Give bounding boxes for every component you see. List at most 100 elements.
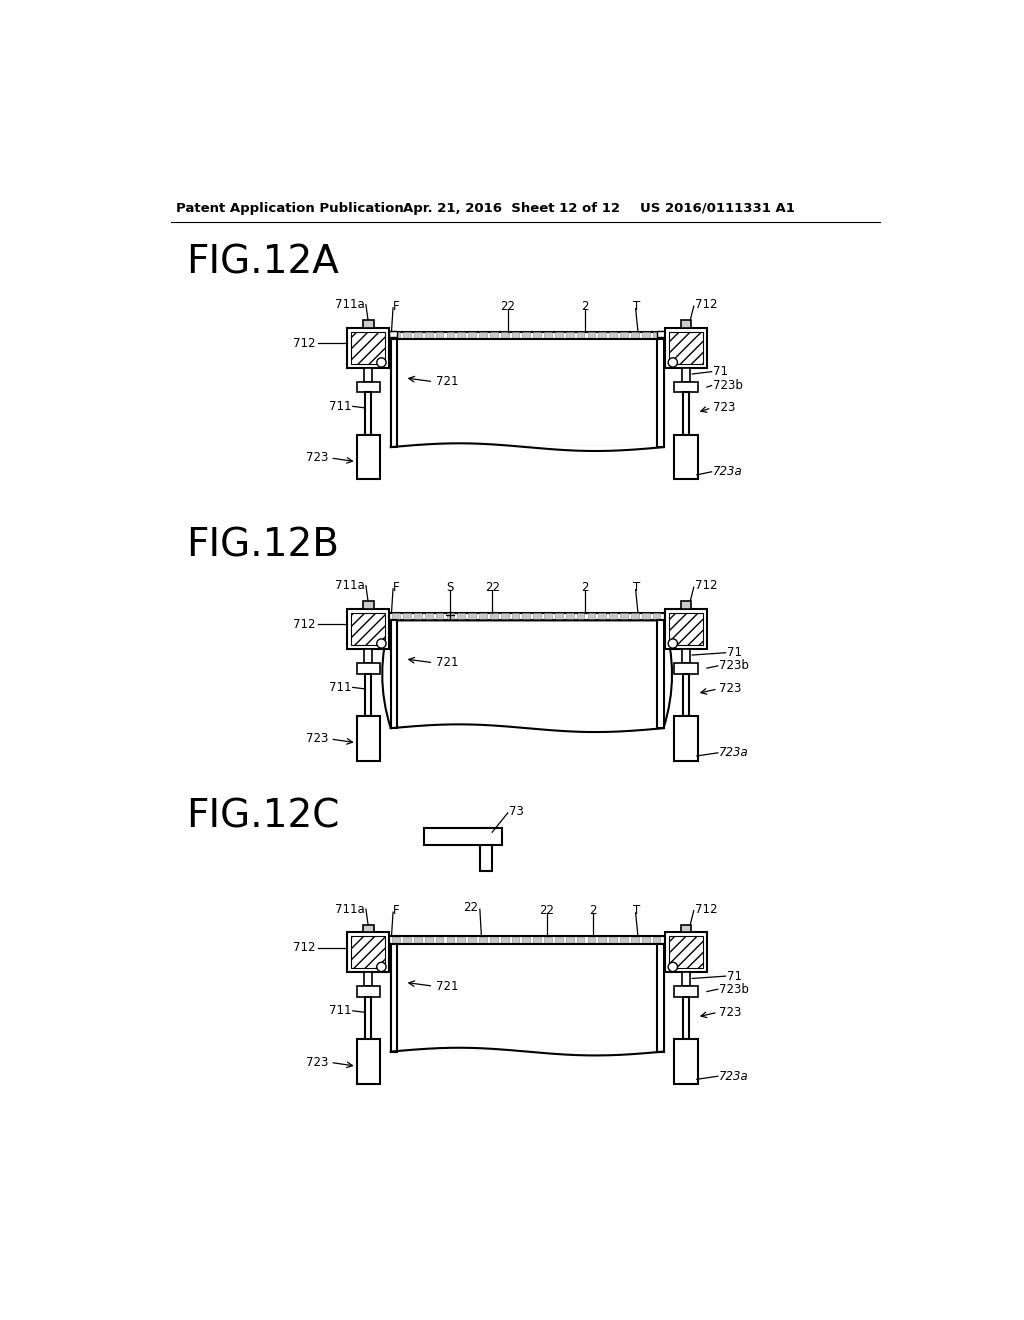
Bar [356,1039,380,1084]
Text: 723: 723 [305,733,328,746]
Bar [347,609,389,649]
Circle shape [377,639,386,648]
Bar [501,937,509,942]
Bar [657,620,664,729]
Bar [458,333,465,339]
Bar [675,434,697,479]
Bar [665,327,707,368]
Text: T: T [633,904,641,917]
Bar [675,663,697,673]
Bar [392,937,400,942]
Text: US 2016/0111331 A1: US 2016/0111331 A1 [640,202,795,215]
Bar [621,937,628,942]
Text: T: T [633,300,641,313]
Bar [391,339,664,447]
Bar [512,333,519,339]
Bar [425,937,432,942]
Text: 22: 22 [539,904,554,917]
Bar [347,327,389,368]
Bar [683,673,689,715]
Bar [588,614,595,619]
Text: 711: 711 [329,1005,351,1018]
Bar [356,434,380,479]
Bar [512,937,519,942]
Bar [366,997,372,1039]
Bar [598,937,606,942]
Bar [414,614,422,619]
Text: 723a: 723a [719,746,750,759]
Text: 721: 721 [435,979,458,993]
Bar [458,937,465,942]
Bar [522,333,530,339]
Bar [577,937,585,942]
Bar [479,937,486,942]
Bar [669,331,703,364]
Bar [609,333,617,339]
Bar [446,937,455,942]
Bar [391,944,664,1052]
Bar [681,924,691,932]
Bar [609,614,617,619]
Bar [522,937,530,942]
Bar [555,333,563,339]
Bar [522,614,530,619]
Bar [621,333,628,339]
Circle shape [669,962,678,972]
Text: Patent Application Publication: Patent Application Publication [176,202,403,215]
Bar [588,333,595,339]
Bar [392,614,400,619]
Bar [435,333,443,339]
Text: 723b: 723b [713,379,743,392]
Bar [347,932,389,973]
Bar [652,937,660,942]
Bar [403,614,411,619]
Text: 711a: 711a [335,298,365,312]
Text: T: T [633,581,641,594]
Bar [351,612,385,645]
Bar [389,331,397,337]
Bar [652,614,660,619]
Bar [642,333,649,339]
Text: 2: 2 [582,581,589,594]
Text: 723b: 723b [719,982,750,995]
Bar [389,936,665,944]
Bar [351,331,385,364]
Text: 712: 712 [293,618,315,631]
Text: 721: 721 [435,656,458,669]
PathPatch shape [382,620,672,729]
Text: 723: 723 [719,1006,741,1019]
Text: 22: 22 [463,902,478,915]
Bar [356,381,380,392]
Bar [351,936,385,969]
Circle shape [377,358,386,367]
Bar [669,612,703,645]
Circle shape [669,639,678,648]
Bar [356,986,380,997]
Bar [598,614,606,619]
Bar [389,331,665,339]
Bar [389,612,665,620]
Text: 723b: 723b [719,659,750,672]
Bar [501,333,509,339]
Bar [403,937,411,942]
Text: 712: 712 [695,903,718,916]
Bar [665,932,707,973]
Text: S: S [445,581,454,594]
Text: FIG.12A: FIG.12A [186,243,339,281]
Bar [403,333,411,339]
Circle shape [377,962,386,972]
Bar [544,614,552,619]
Text: 711: 711 [329,400,351,413]
Text: F: F [393,904,399,917]
Bar [489,333,498,339]
Bar [675,986,697,997]
Bar [657,944,664,1052]
Bar [631,937,639,942]
Bar [365,368,372,381]
Bar [501,614,509,619]
Text: 723: 723 [719,682,741,696]
Bar [366,673,372,715]
Text: 71: 71 [727,647,742,659]
Bar [681,601,691,609]
Bar [392,333,400,339]
